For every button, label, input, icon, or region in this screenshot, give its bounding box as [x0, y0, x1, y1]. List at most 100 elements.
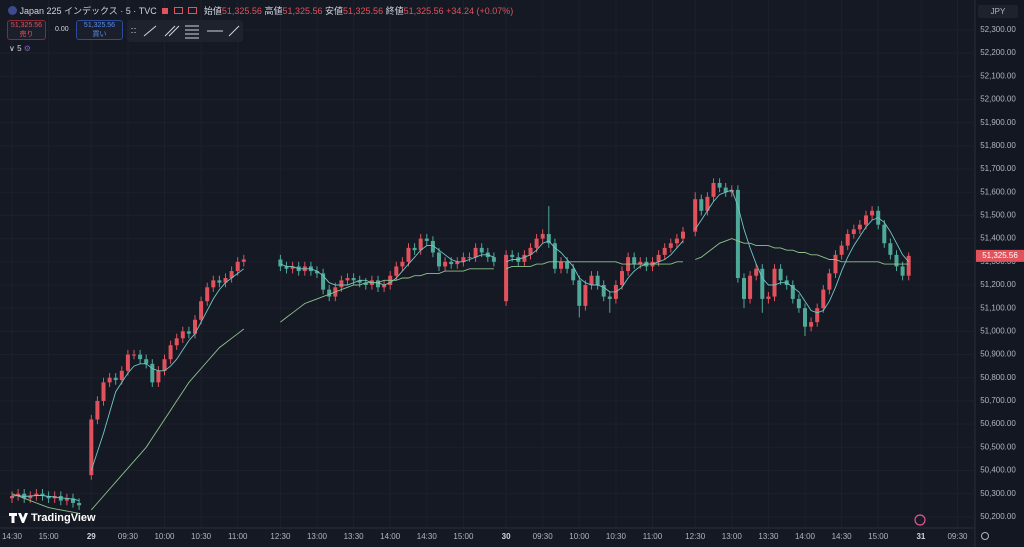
x-tick-label: 13:30 [758, 532, 779, 541]
candle-body [418, 238, 423, 251]
candle-body [845, 233, 850, 246]
indicators-toggle[interactable]: ∨ 5 ⚙ [9, 44, 31, 53]
settings-icon[interactable] [981, 532, 989, 540]
moving-average [694, 189, 910, 314]
candle-body [107, 377, 112, 383]
x-tick-label: 31 [916, 532, 925, 541]
candle-body [607, 296, 612, 299]
candle-body [400, 261, 405, 267]
y-tick-label: 51,100.00 [980, 303, 1016, 312]
candle-body [766, 296, 771, 299]
icon[interactable] [162, 8, 169, 14]
x-tick-label: 09:30 [947, 532, 968, 541]
symbol[interactable]: Japan 225 インデックス · 5 · TVC [19, 6, 157, 16]
currency-box[interactable] [978, 5, 1018, 18]
icon[interactable] [173, 7, 183, 14]
grid [0, 0, 975, 528]
grip [131, 28, 136, 33]
candle-body [559, 261, 563, 269]
candle-body [577, 280, 582, 306]
candle-body [546, 233, 551, 244]
candle-body [394, 266, 399, 276]
candle-body [595, 275, 600, 285]
candle-body [193, 319, 197, 334]
candle-body [101, 382, 106, 401]
candle-body [382, 284, 387, 288]
fib-tool[interactable] [185, 25, 199, 39]
y-tick-label: 51,400.00 [980, 234, 1016, 243]
candle-body [186, 331, 191, 334]
ohlc-label: 安値 [325, 6, 344, 16]
x-tick-label: 09:30 [118, 532, 139, 541]
candle-body [888, 243, 893, 255]
candle-body [796, 298, 801, 309]
candle-body [46, 496, 51, 499]
indicator-icon[interactable]: ⚙ [23, 44, 31, 53]
x-tick-label: 15:00 [868, 532, 889, 541]
candle-body [467, 257, 472, 259]
candle-body [656, 254, 661, 262]
candle-body [144, 359, 149, 364]
x-tick-label: 14:30 [417, 532, 438, 541]
candle-body [864, 215, 868, 225]
candle-body [180, 331, 185, 339]
candles [10, 178, 911, 510]
sell-button[interactable]: 51,325.56 売り [7, 20, 46, 40]
candle-body [815, 308, 820, 323]
candle-body [156, 370, 161, 383]
trend-line-tool[interactable] [143, 25, 157, 37]
last-price-label: 51,325.56 [982, 251, 1018, 260]
candle-body [138, 354, 143, 360]
candle-body [681, 231, 685, 239]
candle-body [699, 199, 704, 211]
candle-body [821, 289, 826, 309]
ohlc-value: 51,325.56 [282, 6, 323, 16]
candle-body [205, 287, 210, 302]
candle-body [632, 257, 637, 265]
moving-average [695, 238, 909, 265]
candle-body [345, 278, 350, 281]
channel-tool[interactable] [164, 25, 180, 37]
candle-body [424, 238, 429, 241]
candle-body [339, 280, 344, 288]
candle-body [540, 233, 545, 239]
icon[interactable] [188, 7, 198, 14]
sell-label: 売り [19, 31, 34, 38]
ray-tool[interactable] [228, 25, 240, 37]
buy-label: 買い [92, 31, 107, 38]
candle-body [662, 247, 667, 255]
candle-body [833, 254, 838, 274]
candle-body [870, 210, 875, 216]
x-tick-label: 10:30 [191, 532, 212, 541]
candle-body [327, 289, 332, 297]
candle-body [430, 240, 435, 253]
candle-body [906, 255, 911, 276]
currency[interactable]: JPY [991, 7, 1006, 16]
candle-body [357, 280, 362, 283]
buy-button[interactable]: 51,325.56 買い [76, 20, 123, 40]
candle-body [406, 247, 411, 262]
candle-body [16, 493, 21, 496]
candle-body [125, 354, 130, 371]
moving-average [505, 240, 684, 293]
candle-body [71, 498, 75, 503]
candle-body [803, 308, 807, 327]
price-axis-bg [975, 0, 1024, 547]
candle-body [534, 238, 539, 248]
candle-body [229, 271, 234, 279]
candle-body [455, 261, 460, 265]
candle-body [315, 271, 319, 274]
candle-body [522, 254, 527, 262]
candle-body [583, 284, 588, 306]
candle-body [894, 254, 899, 267]
candle-body [28, 496, 33, 499]
x-tick-label: 14:30 [832, 532, 853, 541]
y-tick-label: 51,000.00 [980, 326, 1016, 335]
x-tick-label: 13:30 [344, 532, 365, 541]
replay-icon[interactable] [914, 514, 926, 526]
candle-body [809, 322, 814, 327]
y-tick-label: 51,900.00 [980, 118, 1016, 127]
candle-body [510, 254, 515, 258]
y-tick-label: 51,700.00 [980, 164, 1016, 173]
candle-body [565, 261, 570, 269]
